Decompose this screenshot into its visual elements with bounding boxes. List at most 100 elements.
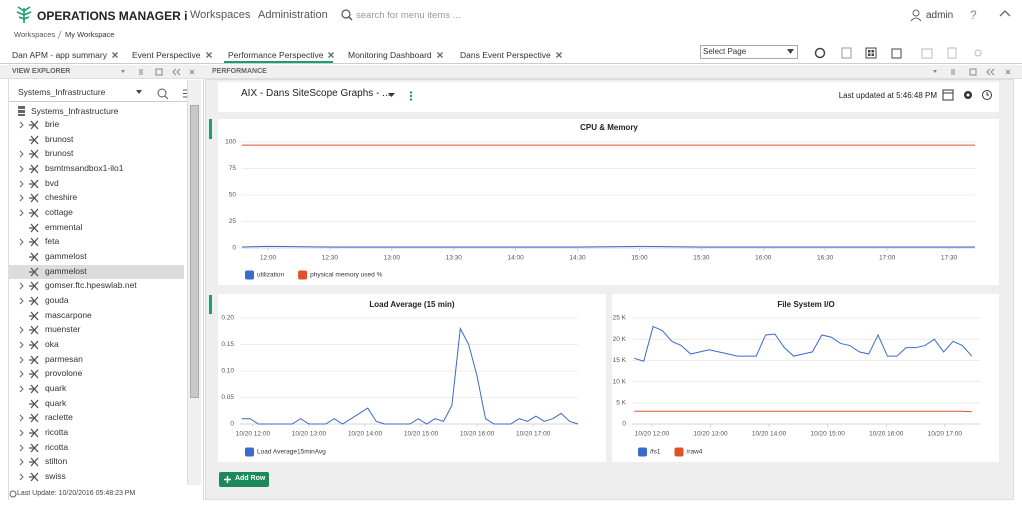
- tree-item-label: quark: [45, 397, 67, 408]
- tree-icons: [19, 457, 39, 467]
- tree-item[interactable]: parmesan: [9, 353, 184, 367]
- breadcrumb[interactable]: My Workspace: [65, 30, 115, 39]
- tab[interactable]: Dan APM - app summary: [12, 50, 107, 60]
- x-tick-label: 10/20 15:00: [811, 431, 846, 438]
- legend-swatch: [674, 447, 684, 457]
- chart-title: Load Average (15 min): [369, 300, 455, 309]
- expander: [19, 150, 24, 158]
- tree-item[interactable]: stilton: [9, 455, 184, 469]
- tree-item-label: brie: [45, 119, 60, 129]
- nav-item[interactable]: Administration: [258, 9, 328, 21]
- tree-item[interactable]: gomser.ftc.hpeswlab.net: [9, 279, 184, 293]
- help[interactable]: ?: [970, 8, 977, 22]
- tree-item-label: brunost: [45, 148, 74, 159]
- x-tick-label: 10/20 12:00: [635, 431, 670, 438]
- tree-item[interactable]: raclette: [9, 411, 184, 425]
- breadcrumb[interactable]: Workspaces: [14, 30, 56, 39]
- x-tick-label: 10/20 16:00: [869, 431, 904, 438]
- active-tab-indicator: [224, 61, 334, 63]
- tree-icons: [29, 223, 39, 233]
- tree-item[interactable]: quark: [9, 382, 184, 396]
- tree-item[interactable]: feta: [9, 235, 184, 249]
- tree-item[interactable]: provolone: [9, 367, 184, 381]
- tree-item[interactable]: gammelost: [9, 264, 184, 279]
- panel-title: PERFORMANCE: [212, 68, 267, 75]
- tree-item[interactable]: bvd: [9, 177, 184, 191]
- expander: [19, 356, 24, 364]
- page-select[interactable]: Select Page: [700, 45, 798, 59]
- tree-item[interactable]: gammelost: [9, 250, 184, 264]
- tab[interactable]: Monitoring Dashboard: [348, 50, 432, 60]
- x-tick-label: 14:30: [569, 255, 586, 262]
- x-tick-label: 10/20 14:00: [752, 431, 787, 438]
- nav-item[interactable]: Workspaces: [190, 9, 251, 21]
- x-tick-label: 14:00: [507, 255, 524, 262]
- tree-item-label: raclette: [45, 412, 73, 423]
- tree-item[interactable]: brie: [9, 118, 184, 132]
- tree-item[interactable]: gouda: [9, 294, 184, 308]
- tree-item-label: bvd: [45, 177, 59, 188]
- user-name[interactable]: admin: [926, 10, 954, 21]
- tree-item[interactable]: brunost: [9, 147, 184, 161]
- y-tick-label: 25 K: [613, 315, 627, 322]
- tree-item[interactable]: ricotta: [9, 441, 184, 455]
- y-tick-label: 0: [622, 421, 626, 428]
- search-input[interactable]: search for menu items ...: [356, 10, 461, 21]
- x-tick-label: 10/20 17:00: [928, 431, 963, 438]
- tree-item[interactable]: oka: [9, 338, 184, 352]
- node-icon: [29, 120, 39, 130]
- view-select[interactable]: Systems_Infrastructure: [18, 87, 106, 97]
- tree-item[interactable]: ricotta: [9, 426, 184, 440]
- y-tick-label: 100: [225, 139, 236, 146]
- tree-icons: [19, 369, 39, 379]
- expander: [19, 429, 24, 437]
- expander: [19, 209, 24, 217]
- x-tick-label: 10/20 16:00: [460, 431, 495, 438]
- node-icon: [29, 355, 39, 365]
- x-tick-label: 10/20 17:00: [516, 431, 551, 438]
- graph-tools: [942, 89, 992, 101]
- node-icon: [29, 443, 39, 453]
- node-icon: [29, 164, 39, 174]
- tree-icons: [19, 281, 39, 291]
- tree-item[interactable]: swiss: [9, 470, 184, 484]
- tree-item-label: gomser.ftc.hpeswlab.net: [45, 280, 137, 291]
- tree-icons: [19, 164, 39, 174]
- tree-item-label: gouda: [45, 295, 69, 306]
- breadcrumb-separator: [57, 30, 62, 40]
- tree-item[interactable]: muenster: [9, 323, 184, 337]
- graph-select[interactable]: AIX - Dans SiteScope Graphs - ...: [241, 88, 391, 99]
- y-tick-label: 10 K: [613, 378, 627, 385]
- tab[interactable]: Dans Event Perspective: [460, 50, 551, 60]
- collapse[interactable]: [998, 8, 1012, 18]
- tree-icons: [19, 384, 39, 394]
- node-icon: [29, 325, 39, 335]
- tree-item[interactable]: bsmtmsandbox1-ilo1: [9, 162, 184, 176]
- y-tick-label: 0.15: [221, 341, 234, 348]
- tree-icons: [29, 267, 39, 277]
- add-row-button[interactable]: Add Row: [219, 472, 269, 487]
- tree-item-label: gammelost: [45, 265, 87, 276]
- tab[interactable]: Performance Perspective: [228, 50, 324, 60]
- tree-item[interactable]: brunost: [9, 133, 184, 147]
- tree-item[interactable]: cheshire: [9, 191, 184, 205]
- x-tick-label: 10/20 12:00: [236, 431, 271, 438]
- x-tick-label: 16:30: [817, 255, 834, 262]
- tree-icons: [29, 311, 39, 321]
- tree-item[interactable]: cottage: [9, 206, 184, 220]
- tree-item[interactable]: emmental: [9, 221, 184, 235]
- root-icon: [18, 106, 25, 116]
- tree-item-label: provolone: [45, 368, 83, 379]
- tree-icons: [19, 443, 39, 453]
- node-icon: [29, 252, 39, 262]
- tree-item[interactable]: mascarpone: [9, 309, 184, 323]
- scrollbar: [187, 80, 201, 485]
- legend-swatch: [245, 270, 254, 280]
- tab[interactable]: Event Perspective: [132, 50, 201, 60]
- tree-item[interactable]: quark: [9, 397, 184, 411]
- tree-icons: [19, 340, 39, 350]
- tab-bar-border: [0, 63, 1022, 64]
- expander: [19, 459, 24, 466]
- tree-root[interactable]: Systems_Infrastructure: [31, 106, 119, 116]
